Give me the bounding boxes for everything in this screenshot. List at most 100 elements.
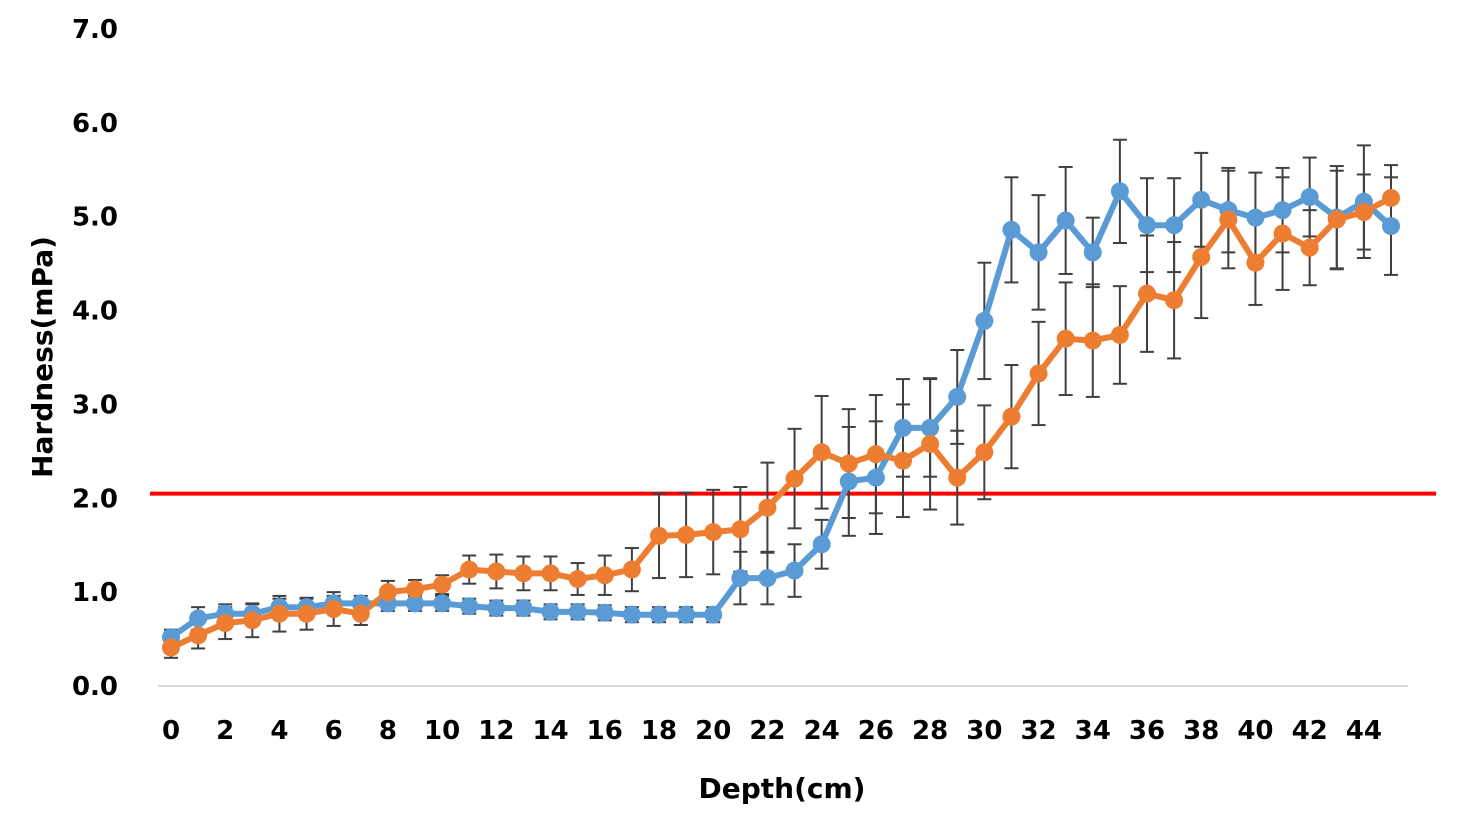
- series-2-point: [541, 564, 560, 583]
- series-1-point: [704, 605, 723, 624]
- series-points: [162, 182, 1400, 657]
- x-tick-label: 28: [912, 716, 948, 746]
- series-1-point: [866, 468, 885, 487]
- series-2-point: [1002, 407, 1021, 426]
- series-2-point: [568, 570, 587, 589]
- x-tick-label: 8: [379, 716, 397, 746]
- series-2-point: [595, 566, 614, 585]
- series-1-point: [433, 594, 452, 613]
- series-1-point: [677, 605, 696, 624]
- y-tick-label: 5.0: [72, 203, 118, 233]
- series-1-point: [1002, 220, 1021, 239]
- x-axis-title: Depth(cm): [699, 772, 866, 805]
- series-2-point: [487, 562, 506, 581]
- y-tick-label: 1.0: [72, 578, 118, 608]
- x-tick-label: 42: [1292, 716, 1328, 746]
- series-1-point: [189, 609, 208, 628]
- x-tick-label: 2: [216, 716, 234, 746]
- x-tick-label: 12: [478, 716, 514, 746]
- error-bars: [164, 138, 1398, 659]
- series-2-point: [460, 560, 479, 579]
- series-1-point: [839, 472, 858, 491]
- x-tick-label: 16: [587, 716, 623, 746]
- x-tick-label: 44: [1346, 716, 1382, 746]
- x-tick-label: 14: [532, 716, 568, 746]
- series-2-point: [514, 564, 533, 583]
- series-2-point: [1138, 284, 1156, 303]
- series-1-point: [1138, 216, 1156, 235]
- series-2-point: [975, 443, 994, 462]
- series-2-point: [1029, 364, 1048, 383]
- x-tick-label: 20: [695, 716, 731, 746]
- series-1-point: [1382, 217, 1400, 236]
- series-1-point: [731, 569, 750, 588]
- series-1-point: [1165, 216, 1184, 235]
- series-1-point: [514, 599, 533, 618]
- series-2-point: [812, 443, 831, 462]
- y-tick-label: 0.0: [72, 672, 118, 702]
- series-2-point: [1083, 331, 1102, 350]
- series-2-point: [622, 560, 641, 579]
- series-1-point: [894, 418, 912, 437]
- series-2-line: [168, 194, 1394, 651]
- series-2-point: [731, 520, 750, 539]
- series-2-point: [839, 454, 858, 473]
- series-2-point: [189, 626, 208, 645]
- series-2-point: [1110, 325, 1129, 344]
- series-2-point: [243, 611, 262, 630]
- y-tick-label: 3.0: [72, 390, 118, 420]
- x-tick-label: 38: [1183, 716, 1219, 746]
- x-tick-label: 30: [966, 716, 1002, 746]
- series-lines: [168, 188, 1394, 651]
- series-2-point: [650, 526, 668, 545]
- series-1-point: [541, 602, 560, 621]
- x-tick-label: 0: [162, 716, 180, 746]
- series-1-point: [650, 605, 668, 624]
- y-tick-label: 4.0: [72, 297, 118, 327]
- x-tick-label: 34: [1075, 716, 1111, 746]
- x-tick-label: 4: [270, 716, 288, 746]
- x-tick-label: 18: [641, 716, 677, 746]
- series-2-point: [921, 434, 940, 453]
- series-2-point: [1219, 210, 1238, 229]
- series-2-point: [1327, 210, 1346, 229]
- series-2-point: [324, 600, 343, 619]
- series-2-point: [406, 580, 424, 599]
- series-1-point: [568, 602, 587, 621]
- series-1-point: [1029, 243, 1048, 262]
- series-1-point: [595, 603, 614, 622]
- x-tick-label: 36: [1129, 716, 1165, 746]
- series-2-point: [1192, 248, 1211, 267]
- series-2-point: [297, 604, 316, 623]
- x-tick-label: 26: [858, 716, 894, 746]
- series-1-point: [758, 569, 777, 588]
- series-2-point: [1165, 291, 1184, 310]
- series-1-point: [812, 535, 831, 554]
- series-1-point: [1273, 201, 1292, 220]
- y-tick-label: 7.0: [72, 15, 118, 45]
- x-tick-label: 10: [424, 716, 460, 746]
- x-tick-label: 24: [804, 716, 840, 746]
- x-tick-label: 40: [1237, 716, 1273, 746]
- series-2-point: [704, 523, 723, 542]
- series-1-point: [921, 418, 940, 437]
- series-1-point: [1300, 188, 1319, 207]
- x-tick-label: 6: [325, 716, 343, 746]
- series-1-point: [1192, 190, 1211, 209]
- series-1-point: [1246, 208, 1265, 227]
- series-2-point: [894, 451, 912, 470]
- series-2-point: [162, 638, 180, 657]
- series-2-point: [866, 445, 885, 464]
- y-tick-label: 6.0: [72, 109, 118, 139]
- series-2-point: [1300, 238, 1319, 257]
- series-2-point: [948, 468, 967, 487]
- x-tick-label: 32: [1020, 716, 1056, 746]
- series-1-point: [1083, 243, 1102, 262]
- series-1-point: [1056, 211, 1075, 230]
- series-1-point: [1110, 182, 1129, 201]
- series-2-point: [433, 575, 452, 594]
- series-2-point: [785, 469, 804, 488]
- series-2-point: [1056, 329, 1075, 348]
